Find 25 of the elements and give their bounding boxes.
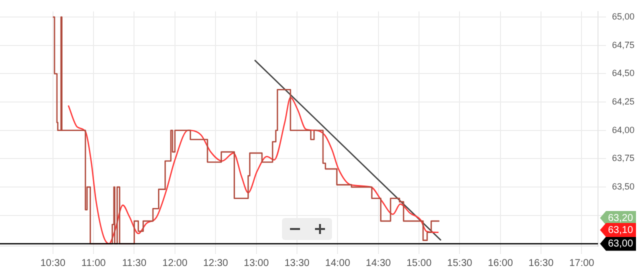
y-tick-label: 63,50 <box>612 182 635 192</box>
x-tick-label: 11:30 <box>122 258 147 269</box>
ref-line-label: 63,00 <box>608 238 634 250</box>
x-tick-label: 10:30 <box>40 258 66 269</box>
text: 63,20 <box>608 212 634 224</box>
y-tick-label: 64,75 <box>612 40 635 50</box>
x-tick-label: 15:30 <box>447 258 473 269</box>
y-tick-label: 65,00 <box>612 12 635 22</box>
line-series <box>68 96 440 244</box>
x-tick-label: 15:00 <box>406 258 432 269</box>
x-tick-label: 13:00 <box>244 258 270 269</box>
y-tick-label: 64,25 <box>612 96 635 107</box>
x-tick-label: 11:00 <box>81 258 106 269</box>
x-tick-label: 16:30 <box>528 258 554 269</box>
y-tick-label: 64,50 <box>612 68 635 78</box>
x-tick-label: 17:00 <box>569 258 595 269</box>
x-tick-label: 16:00 <box>488 258 514 269</box>
x-tick-label: 14:30 <box>366 258 392 269</box>
y-tick-label: 64,00 <box>612 124 635 135</box>
x-tick-label: 12:00 <box>162 258 188 269</box>
x-tick-label: 14:00 <box>325 258 351 269</box>
x-tick-label: 13:30 <box>284 258 310 269</box>
text: 63,10 <box>608 224 634 236</box>
x-tick-label: 12:30 <box>203 258 229 269</box>
y-tick-label: 63,75 <box>612 153 635 164</box>
